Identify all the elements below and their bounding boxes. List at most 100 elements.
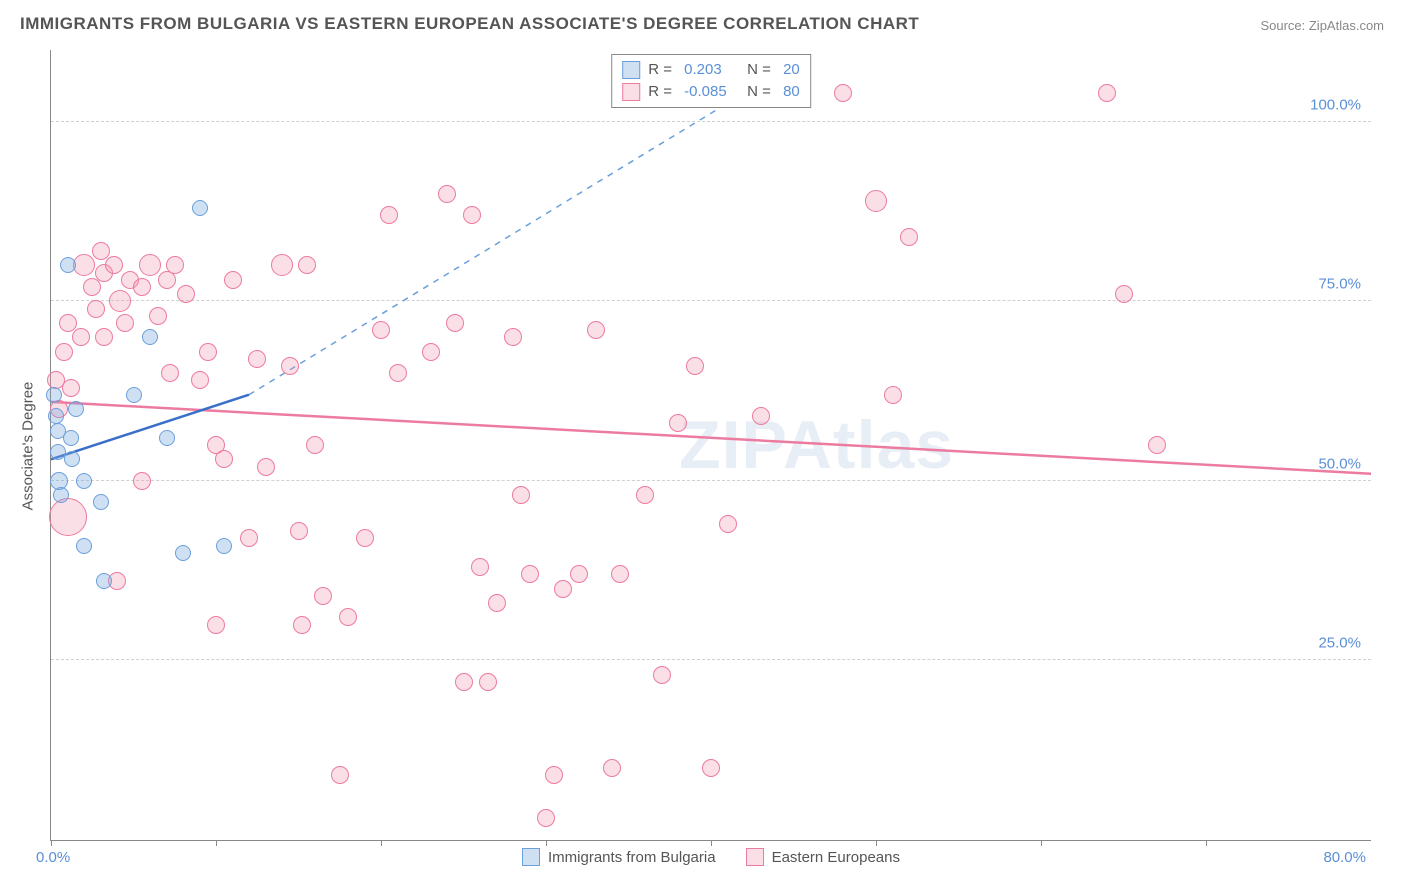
data-point [192,200,208,216]
xtick [216,840,217,846]
data-point [76,538,92,554]
legend-label: Eastern Europeans [772,849,900,866]
data-point [126,387,142,403]
data-point [92,242,110,260]
data-point [306,436,324,454]
data-point [900,228,918,246]
data-point [537,809,555,827]
gridline [51,300,1371,301]
data-point [93,494,109,510]
data-point [636,486,654,504]
data-point [142,329,158,345]
data-point [281,357,299,375]
data-point [570,565,588,583]
data-point [105,256,123,274]
ytick-label: 50.0% [1291,455,1361,472]
data-point [446,314,464,332]
data-point [248,350,266,368]
x-max-label: 80.0% [1323,849,1366,866]
n-prefix: N = [747,59,775,81]
stats-legend-row-pink: R = -0.085 N = 80 [622,81,800,103]
stats-legend: R = 0.203 N = 20 R = -0.085 N = 80 [611,54,811,108]
blue-r-value: 0.203 [684,59,739,81]
y-axis-label: Associate's Degree [20,382,37,511]
ytick-label: 75.0% [1291,276,1361,293]
data-point [87,300,105,318]
swatch-pink [746,848,764,866]
data-point [554,580,572,598]
xtick [381,840,382,846]
data-point [46,387,62,403]
data-point [55,343,73,361]
data-point [216,538,232,554]
data-point [314,587,332,605]
data-point [1098,84,1116,102]
data-point [686,357,704,375]
data-point [95,328,113,346]
data-point [290,522,308,540]
data-point [175,545,191,561]
data-point [76,473,92,489]
data-point [422,343,440,361]
chart-source: Source: ZipAtlas.com [1260,18,1384,33]
data-point [356,529,374,547]
data-point [215,450,233,468]
data-point [50,444,66,460]
data-point [139,254,161,276]
legend-label: Immigrants from Bulgaria [548,849,716,866]
data-point [159,430,175,446]
data-point [611,565,629,583]
ytick-label: 100.0% [1291,96,1361,113]
data-point [653,666,671,684]
data-point [53,487,69,503]
data-point [339,608,357,626]
data-point [752,407,770,425]
legend-item-blue: Immigrants from Bulgaria [522,848,716,866]
data-point [389,364,407,382]
data-point [177,285,195,303]
series-legend: Immigrants from Bulgaria Eastern Europea… [522,848,900,866]
data-point [63,430,79,446]
watermark: ZIPAtlas [679,406,954,484]
data-point [133,472,151,490]
data-point [719,515,737,533]
data-point [438,185,456,203]
n-prefix: N = [747,81,775,103]
chart-title: IMMIGRANTS FROM BULGARIA VS EASTERN EURO… [20,14,919,34]
data-point [471,558,489,576]
data-point [161,364,179,382]
swatch-blue [522,848,540,866]
data-point [133,278,151,296]
data-point [224,271,242,289]
data-point [587,321,605,339]
xtick [876,840,877,846]
data-point [455,673,473,691]
xtick [546,840,547,846]
legend-item-pink: Eastern Europeans [746,848,900,866]
data-point [64,451,80,467]
data-point [59,314,77,332]
pink-r-value: -0.085 [684,81,739,103]
pink-n-value: 80 [783,81,800,103]
data-point [331,766,349,784]
data-point [834,84,852,102]
data-point [293,616,311,634]
swatch-pink [622,83,640,101]
stats-legend-row-blue: R = 0.203 N = 20 [622,59,800,81]
data-point [372,321,390,339]
data-point [68,401,84,417]
gridline [51,480,1371,481]
trend-lines [51,50,1371,840]
data-point [199,343,217,361]
data-point [62,379,80,397]
r-prefix: R = [648,81,676,103]
data-point [257,458,275,476]
data-point [49,498,87,536]
data-point [1148,436,1166,454]
data-point [60,257,76,273]
data-point [116,314,134,332]
xtick [51,840,52,846]
swatch-blue [622,61,640,79]
ytick-label: 25.0% [1291,635,1361,652]
data-point [545,766,563,784]
